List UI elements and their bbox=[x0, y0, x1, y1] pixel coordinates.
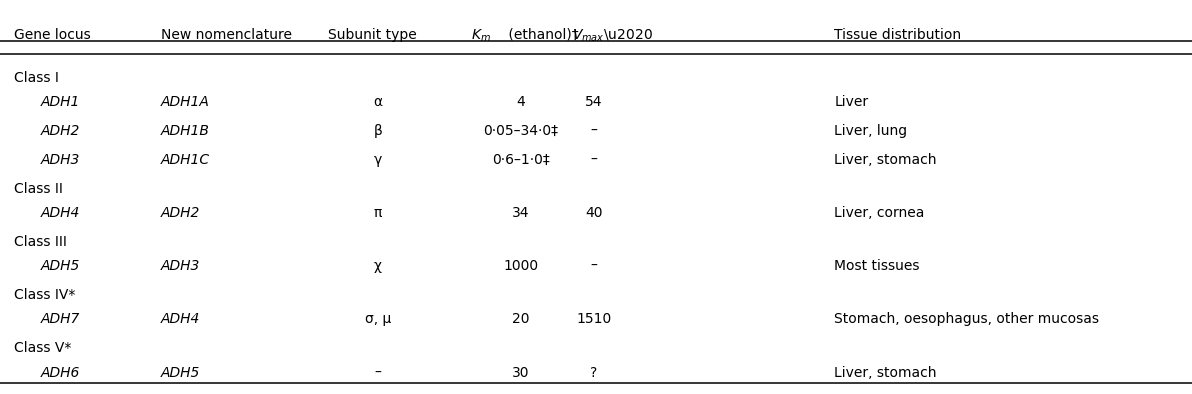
Text: ADH3: ADH3 bbox=[161, 259, 200, 273]
Text: ADH2: ADH2 bbox=[161, 206, 200, 220]
Text: (ethanol)†: (ethanol)† bbox=[504, 28, 579, 42]
Text: ADH1C: ADH1C bbox=[161, 153, 210, 167]
Text: 20: 20 bbox=[513, 312, 529, 327]
Text: –: – bbox=[374, 366, 381, 380]
Text: 0·05–34·0‡: 0·05–34·0‡ bbox=[484, 124, 558, 138]
Text: Tissue distribution: Tissue distribution bbox=[834, 28, 962, 42]
Text: 1000: 1000 bbox=[503, 259, 539, 273]
Text: ADH1: ADH1 bbox=[41, 95, 80, 110]
Text: Liver, cornea: Liver, cornea bbox=[834, 206, 925, 220]
Text: ADH4: ADH4 bbox=[161, 312, 200, 327]
Text: Class V*: Class V* bbox=[14, 341, 72, 355]
Text: Gene locus: Gene locus bbox=[14, 28, 91, 42]
Text: –: – bbox=[590, 124, 597, 138]
Text: σ, μ: σ, μ bbox=[365, 312, 391, 327]
Text: ADH2: ADH2 bbox=[41, 124, 80, 138]
Text: ADH7: ADH7 bbox=[41, 312, 80, 327]
Text: Liver: Liver bbox=[834, 95, 869, 110]
Text: Most tissues: Most tissues bbox=[834, 259, 920, 273]
Text: 4: 4 bbox=[516, 95, 526, 110]
Text: π: π bbox=[373, 206, 383, 220]
Text: α: α bbox=[373, 95, 383, 110]
Text: Liver, stomach: Liver, stomach bbox=[834, 153, 937, 167]
Text: Stomach, oesophagus, other mucosas: Stomach, oesophagus, other mucosas bbox=[834, 312, 1099, 327]
Text: Liver, lung: Liver, lung bbox=[834, 124, 907, 138]
Text: χ: χ bbox=[374, 259, 381, 273]
Text: New nomenclature: New nomenclature bbox=[161, 28, 292, 42]
Text: 1510: 1510 bbox=[576, 312, 611, 327]
Text: 40: 40 bbox=[585, 206, 602, 220]
Text: $\mathit{V}_\mathit{max}$\u2020: $\mathit{V}_\mathit{max}$\u2020 bbox=[572, 28, 653, 44]
Text: 34: 34 bbox=[513, 206, 529, 220]
Text: Liver, stomach: Liver, stomach bbox=[834, 366, 937, 380]
Text: Class I: Class I bbox=[14, 71, 60, 85]
Text: ADH1A: ADH1A bbox=[161, 95, 210, 110]
Text: –: – bbox=[590, 153, 597, 167]
Text: ADH5: ADH5 bbox=[161, 366, 200, 380]
Text: Class IV*: Class IV* bbox=[14, 288, 75, 302]
Text: ADH3: ADH3 bbox=[41, 153, 80, 167]
Text: 30: 30 bbox=[513, 366, 529, 380]
Text: ?: ? bbox=[590, 366, 597, 380]
Text: 54: 54 bbox=[585, 95, 602, 110]
Text: ADH4: ADH4 bbox=[41, 206, 80, 220]
Text: Subunit type: Subunit type bbox=[328, 28, 416, 42]
Text: γ: γ bbox=[374, 153, 381, 167]
Text: $\mathit{K}$$_\mathit{m}$: $\mathit{K}$$_\mathit{m}$ bbox=[471, 28, 491, 44]
Text: Class III: Class III bbox=[14, 235, 67, 249]
Text: ADH5: ADH5 bbox=[41, 259, 80, 273]
Text: Class II: Class II bbox=[14, 182, 63, 196]
Text: ADH6: ADH6 bbox=[41, 366, 80, 380]
Text: ADH1B: ADH1B bbox=[161, 124, 210, 138]
Text: 0·6–1·0‡: 0·6–1·0‡ bbox=[492, 153, 550, 167]
Text: β: β bbox=[373, 124, 383, 138]
Text: –: – bbox=[590, 259, 597, 273]
